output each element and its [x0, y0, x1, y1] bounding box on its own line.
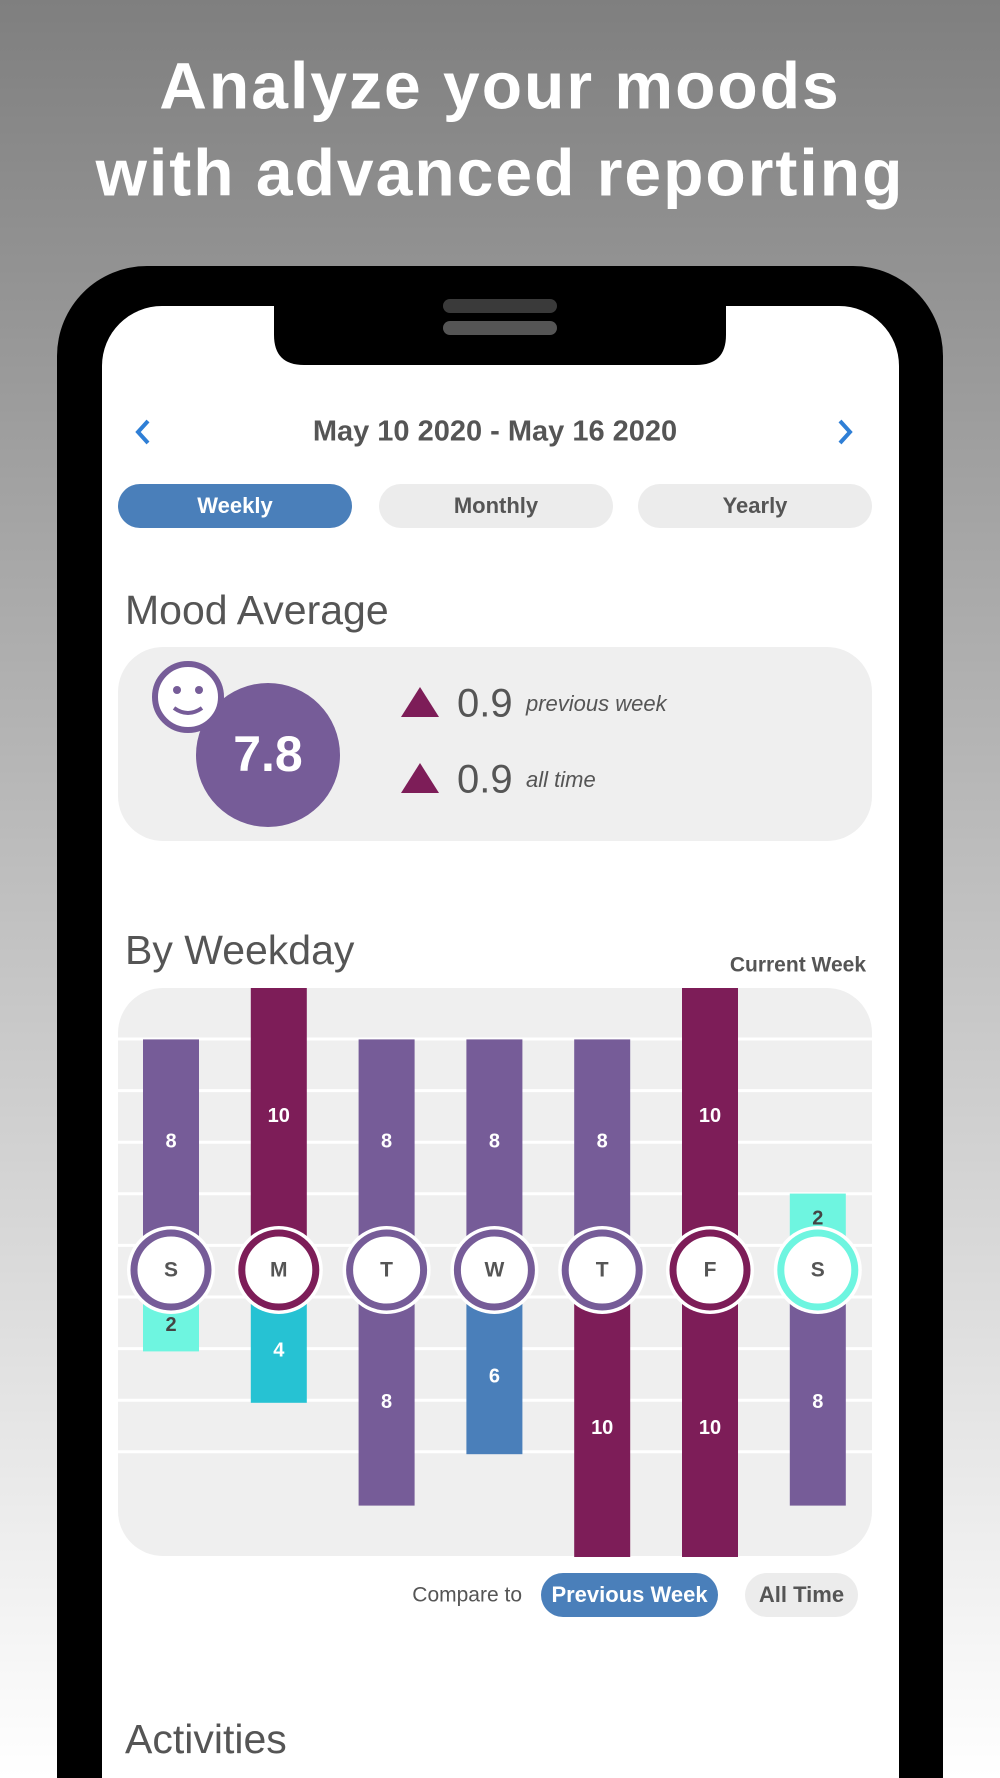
tab-label: Weekly — [197, 493, 273, 518]
day-ring — [777, 1229, 859, 1311]
tab-label: Monthly — [454, 493, 539, 518]
day-ring — [130, 1229, 212, 1311]
bar-label: 8 — [165, 1130, 176, 1152]
bar-label: 10 — [591, 1417, 613, 1439]
day-label: M — [270, 1259, 288, 1282]
tab[interactable] — [118, 484, 352, 528]
weekday-chart: 8 2 S 10 4 M 8 8 T 8 6 W 8 10 T 10 10 F 2 8 S — [118, 988, 872, 1557]
speaker — [443, 299, 557, 313]
tab[interactable] — [379, 484, 613, 528]
change-label: all time — [526, 767, 596, 792]
bar-label: 10 — [699, 1105, 721, 1127]
current-bar — [250, 988, 307, 1245]
bar-label: 10 — [699, 1417, 721, 1439]
bar-label: 8 — [381, 1391, 392, 1413]
section-title: Mood Average — [125, 587, 389, 633]
change-value: 0.9 — [457, 758, 513, 802]
previous-bar — [466, 1300, 523, 1455]
smiley-eye — [173, 686, 181, 694]
previous-bar — [682, 1300, 738, 1557]
headline: Analyze your moods — [159, 48, 840, 122]
compare-option[interactable] — [541, 1573, 718, 1617]
day-label: W — [484, 1259, 504, 1282]
section-title: By Weekday — [125, 927, 355, 973]
day-ring — [453, 1229, 535, 1311]
sensor — [443, 321, 557, 335]
previous-bar — [250, 1300, 307, 1403]
bar-label: 8 — [381, 1130, 392, 1152]
change-value: 0.9 — [457, 682, 513, 726]
bar-label: 10 — [268, 1105, 290, 1127]
day-label: S — [811, 1259, 825, 1282]
compare-options: Previous Week All Time — [541, 1573, 858, 1617]
compare-option[interactable] — [745, 1573, 858, 1617]
tabs: Weekly Monthly Yearly — [118, 484, 872, 528]
current-bar — [574, 1039, 631, 1245]
day-ring — [346, 1229, 428, 1311]
prev-arrow[interactable] — [135, 419, 150, 445]
current-bar — [466, 1039, 523, 1245]
mood-value: 7.8 — [233, 726, 303, 782]
date-range: May 10 2020 - May 16 2020 — [313, 416, 677, 448]
bar-label: 8 — [489, 1130, 500, 1152]
bar-label: 6 — [489, 1365, 500, 1387]
previous-bar — [358, 1300, 415, 1506]
bar-label: 8 — [812, 1391, 823, 1413]
mood-changes: 0.9 previous week 0.9 all time — [401, 682, 668, 802]
day-label: T — [380, 1259, 393, 1282]
headline: with advanced reporting — [95, 135, 905, 209]
smiley-mouth — [172, 706, 204, 715]
day-ring — [238, 1229, 320, 1311]
bar-label: 4 — [273, 1340, 285, 1362]
previous-bar — [574, 1300, 631, 1557]
compare-option-label: Previous Week — [551, 1582, 708, 1607]
smiley-eye — [195, 686, 203, 694]
tab[interactable] — [638, 484, 872, 528]
bar-label: 8 — [597, 1130, 608, 1152]
day-label: F — [704, 1259, 717, 1282]
current-bar — [143, 1039, 199, 1245]
compare-label: Compare to — [412, 1584, 522, 1607]
day-label: S — [164, 1259, 178, 1282]
current-bar — [682, 988, 738, 1245]
change-label: previous week — [525, 691, 668, 716]
mood-circle — [196, 683, 340, 827]
bar-label: 2 — [165, 1314, 176, 1336]
legend: Current Week — [730, 954, 866, 977]
tab-label: Yearly — [723, 493, 789, 518]
day-label: T — [596, 1259, 609, 1282]
day-ring — [561, 1229, 643, 1311]
bar-label: 2 — [812, 1208, 823, 1230]
current-bar — [358, 1039, 415, 1245]
next-arrow[interactable] — [838, 419, 853, 445]
section-title: Activities — [125, 1716, 287, 1762]
day-ring — [669, 1229, 751, 1311]
smiley — [152, 661, 224, 733]
compare-option-label: All Time — [759, 1582, 844, 1607]
up-triangle — [401, 687, 439, 717]
previous-bar — [789, 1300, 846, 1506]
up-triangle — [401, 763, 439, 793]
